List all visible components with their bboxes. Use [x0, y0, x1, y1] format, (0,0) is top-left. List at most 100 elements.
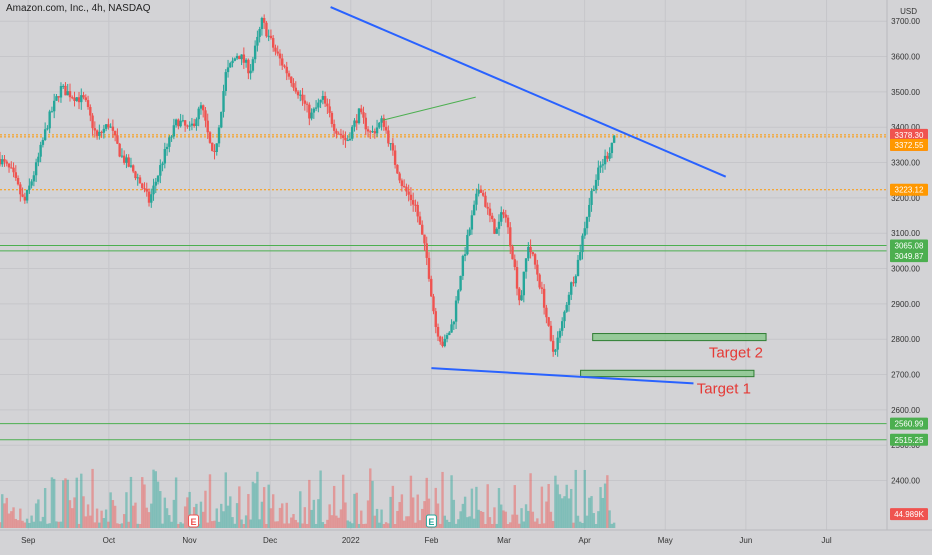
volume-bar: [486, 484, 489, 528]
candle-body: [308, 104, 311, 119]
candle-body: [37, 156, 40, 163]
trendlines[interactable]: [330, 6, 727, 385]
candle-body: [82, 95, 85, 98]
candle-body: [46, 128, 49, 130]
volume-bar: [466, 517, 469, 528]
candle-body: [253, 45, 257, 60]
volume-bar: [314, 523, 318, 528]
volume-bar: [382, 523, 386, 528]
trendline[interactable]: [330, 6, 727, 178]
volume-bar: [536, 518, 539, 528]
price-badge-label: 3223.12: [895, 186, 924, 195]
trendline[interactable]: [431, 367, 694, 385]
volume-bar: [360, 510, 363, 528]
volume-bar: [407, 516, 410, 528]
volume-bar: [545, 501, 548, 528]
candle-body: [77, 97, 81, 103]
candle-body: [597, 167, 600, 180]
candle-body: [109, 126, 112, 128]
price-badge: [890, 138, 928, 151]
candle-body: [231, 60, 234, 64]
candle-body: [515, 267, 519, 289]
volume-bar: [183, 506, 187, 528]
earnings-marker[interactable]: E: [425, 514, 437, 528]
candle-body: [445, 335, 449, 339]
candle-body: [206, 120, 209, 133]
volume-bar: [353, 493, 356, 528]
volume-bar: [558, 494, 562, 528]
candle-body: [421, 224, 424, 235]
earnings-marker[interactable]: E: [188, 514, 200, 528]
candle-body: [380, 118, 383, 123]
time-axis[interactable]: Sep Oct Nov Dec 2022 Feb Mar Apr May Jun Jul: [21, 536, 832, 545]
candle-body: [174, 119, 178, 126]
candle-body: [581, 235, 584, 253]
candle-body: [328, 106, 331, 113]
volume-bar: [220, 503, 223, 528]
volume-bar: [400, 494, 404, 528]
volume-bar: [549, 511, 553, 528]
volume-bar: [80, 473, 83, 528]
volume-bar: [7, 513, 11, 528]
volume-bar: [599, 487, 602, 528]
volume-bar: [527, 510, 530, 528]
candle-body: [294, 87, 297, 92]
candle-body: [84, 97, 87, 101]
earnings-marker-box: [188, 514, 200, 528]
volume-bar: [57, 521, 60, 528]
volume-bar: [355, 492, 358, 528]
trendline[interactable]: [382, 96, 476, 121]
candle-body: [606, 155, 609, 159]
price-badge: [890, 508, 928, 521]
volume-bar: [62, 480, 65, 528]
candle-body: [560, 321, 564, 331]
candle-body: [484, 195, 487, 207]
volume-bar: [328, 504, 331, 528]
candle-body: [57, 96, 60, 98]
candle-body: [183, 120, 187, 126]
volume-bar: [518, 523, 521, 528]
target-zone-1[interactable]: [592, 333, 767, 342]
volume-bar: [581, 523, 584, 528]
volume-bar: [145, 507, 148, 528]
volume-bar: [475, 486, 478, 528]
candle-body: [362, 112, 365, 118]
candle-body: [339, 133, 343, 136]
candle-body: [378, 122, 381, 128]
candle-body: [283, 65, 286, 67]
candle-body: [439, 336, 442, 342]
target-zone-2[interactable]: [580, 369, 755, 378]
candle-body: [588, 204, 591, 217]
candle-body: [0, 159, 2, 165]
candle-body: [258, 29, 261, 37]
volume-bar: [43, 488, 47, 528]
target-label: Target 2: [709, 345, 763, 362]
volume-bar: [5, 497, 8, 528]
candle-body: [558, 330, 562, 338]
volume-bar: [1, 494, 4, 528]
volume-bar: [461, 503, 465, 528]
candle-body: [138, 177, 142, 184]
volume-bar: [152, 469, 155, 528]
candle-body: [292, 83, 295, 88]
candle-body: [147, 191, 151, 203]
time-axis-background[interactable]: [0, 530, 932, 550]
volume-bar: [93, 522, 97, 528]
candle-body: [181, 120, 185, 122]
candle-body: [448, 332, 451, 336]
volume-bar: [179, 522, 182, 528]
candle-body: [314, 107, 318, 109]
volume-bar: [366, 500, 370, 528]
candle-body: [163, 149, 167, 164]
candle-body: [497, 221, 501, 229]
volume-bar: [542, 523, 546, 528]
volume-bar: [529, 473, 532, 528]
volume-bar: [143, 484, 146, 528]
volume-bar: [186, 497, 189, 528]
volume-bar: [235, 503, 239, 528]
candle-body: [3, 159, 6, 162]
volume-bar: [323, 523, 327, 528]
